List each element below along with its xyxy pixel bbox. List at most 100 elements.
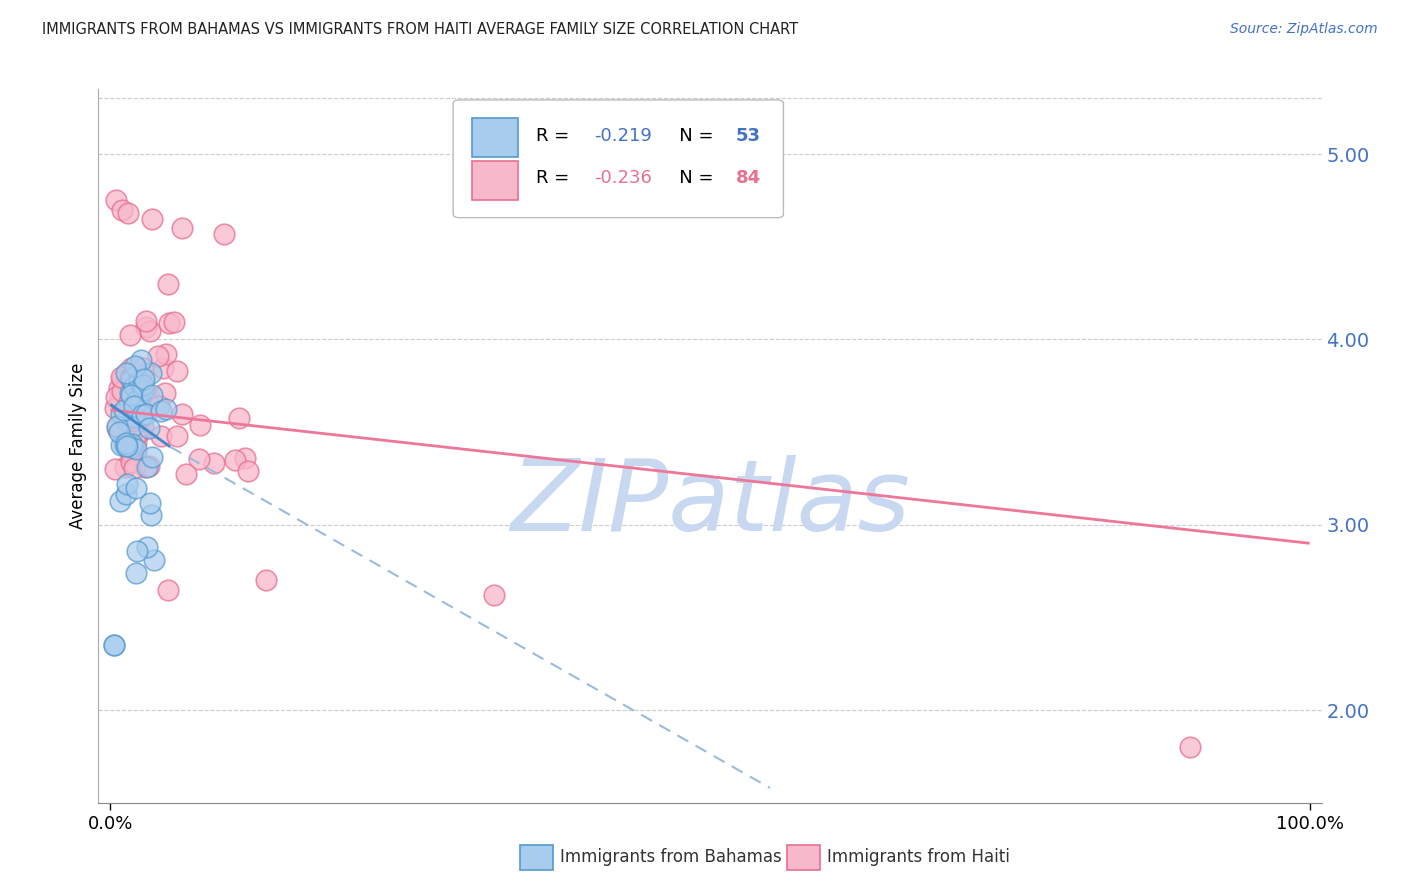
Point xyxy=(118,445,141,459)
Point xyxy=(131,361,153,376)
Point xyxy=(124,410,146,425)
Point xyxy=(108,425,131,440)
Point xyxy=(105,390,128,404)
Point xyxy=(120,388,142,402)
Point xyxy=(149,428,172,442)
Text: Immigrants from Haiti: Immigrants from Haiti xyxy=(827,848,1010,866)
Point xyxy=(122,461,145,475)
Point xyxy=(139,324,162,338)
Point xyxy=(172,221,194,235)
FancyBboxPatch shape xyxy=(453,100,783,218)
Point xyxy=(105,421,128,435)
Point xyxy=(139,496,162,510)
Point xyxy=(156,582,179,597)
Point xyxy=(228,411,250,425)
Point xyxy=(132,383,155,397)
Point xyxy=(104,401,127,415)
Text: N =: N = xyxy=(662,127,720,145)
Point xyxy=(172,407,194,421)
Point xyxy=(127,392,149,407)
Point xyxy=(125,447,148,461)
Point xyxy=(187,452,209,467)
Point xyxy=(115,439,138,453)
Point xyxy=(117,476,139,491)
Point xyxy=(148,399,170,413)
Text: IMMIGRANTS FROM BAHAMAS VS IMMIGRANTS FROM HAITI AVERAGE FAMILY SIZE CORRELATION: IMMIGRANTS FROM BAHAMAS VS IMMIGRANTS FR… xyxy=(42,22,799,37)
Point xyxy=(132,420,155,434)
FancyBboxPatch shape xyxy=(471,118,517,157)
Point xyxy=(166,364,188,378)
Point xyxy=(128,391,150,405)
Point xyxy=(150,404,173,418)
Point xyxy=(238,464,260,478)
Text: R =: R = xyxy=(536,169,575,187)
Point xyxy=(146,349,169,363)
Point xyxy=(136,459,159,474)
Point xyxy=(125,442,148,456)
Point xyxy=(136,540,159,554)
Point xyxy=(135,407,157,421)
Point xyxy=(120,370,142,384)
Point xyxy=(111,372,134,386)
Point xyxy=(132,384,155,399)
Point xyxy=(135,314,157,328)
Point xyxy=(482,588,505,602)
Point xyxy=(138,420,160,434)
Text: ZIPatlas: ZIPatlas xyxy=(510,455,910,551)
Point xyxy=(131,409,153,423)
Point xyxy=(120,455,142,469)
Point xyxy=(121,436,143,450)
Point xyxy=(128,374,150,388)
Point xyxy=(110,407,132,421)
Text: Immigrants from Bahamas: Immigrants from Bahamas xyxy=(560,848,782,866)
Point xyxy=(129,424,152,438)
Point xyxy=(124,383,146,397)
Point xyxy=(114,459,136,474)
Point xyxy=(128,411,150,425)
Point xyxy=(129,353,152,368)
Point xyxy=(163,314,186,328)
Point xyxy=(117,365,139,379)
Point xyxy=(115,439,138,453)
Point xyxy=(135,320,157,334)
Point xyxy=(214,227,236,241)
Point xyxy=(121,420,143,434)
Point xyxy=(132,372,155,386)
FancyBboxPatch shape xyxy=(471,161,517,200)
Point xyxy=(156,277,179,291)
Point xyxy=(128,400,150,414)
Point xyxy=(117,206,139,220)
Point xyxy=(138,389,160,403)
Point xyxy=(107,381,129,395)
Point xyxy=(125,425,148,440)
Point xyxy=(188,418,211,433)
Point xyxy=(143,553,166,567)
Point xyxy=(120,438,142,452)
Point xyxy=(202,456,225,470)
Point xyxy=(132,361,155,376)
Point xyxy=(224,453,246,467)
Text: -0.236: -0.236 xyxy=(593,169,652,187)
Point xyxy=(112,376,135,391)
Point xyxy=(110,393,132,408)
Point xyxy=(141,388,163,402)
Point xyxy=(110,438,132,452)
Point xyxy=(125,435,148,450)
Text: R =: R = xyxy=(536,127,575,145)
Point xyxy=(121,440,143,454)
Point xyxy=(104,462,127,476)
Point xyxy=(134,460,156,475)
Point xyxy=(127,544,149,558)
Point xyxy=(134,383,156,397)
Point xyxy=(124,379,146,393)
Point xyxy=(110,494,132,508)
Text: -0.219: -0.219 xyxy=(593,127,652,145)
Point xyxy=(122,399,145,413)
Point xyxy=(125,566,148,580)
Point xyxy=(1178,740,1201,755)
Point xyxy=(120,372,142,386)
Point xyxy=(112,403,135,417)
Point xyxy=(110,370,132,384)
Point xyxy=(120,371,142,385)
Point xyxy=(141,450,163,464)
